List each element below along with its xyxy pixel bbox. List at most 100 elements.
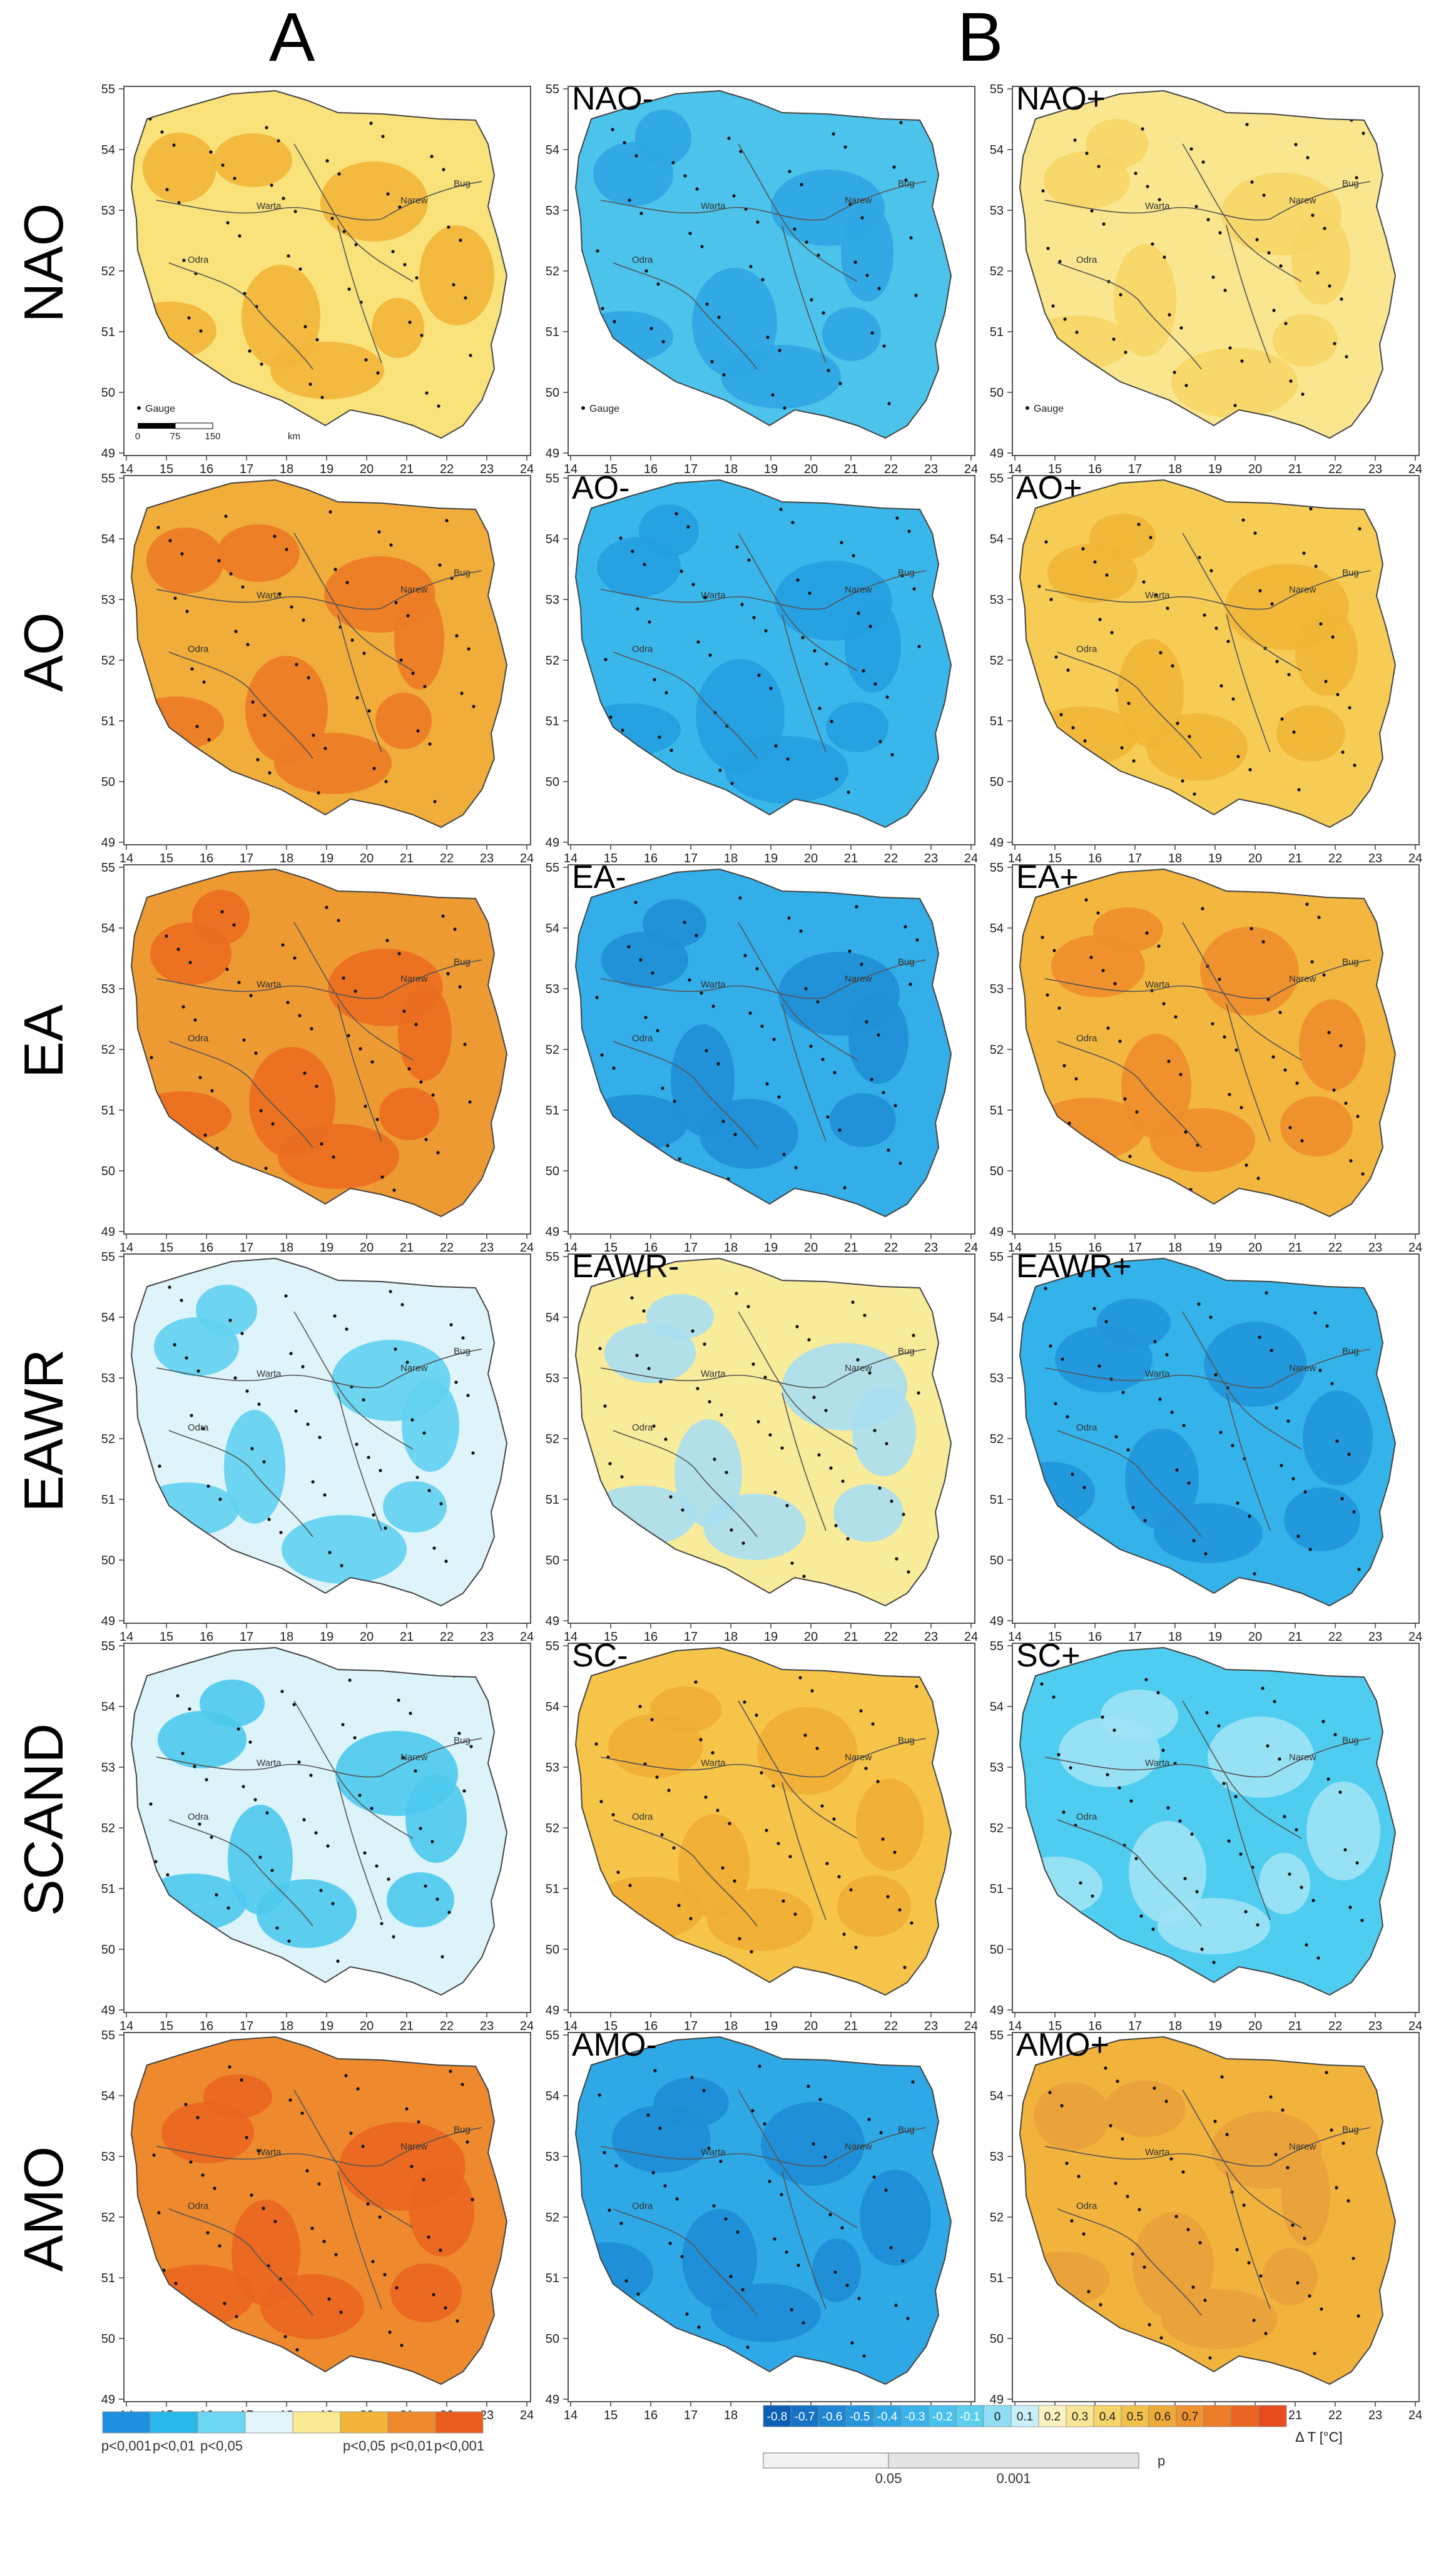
legend-b-swatch: [818, 2405, 847, 2427]
y-tick-label: 50: [990, 1165, 1004, 1178]
gauge-point: [378, 2215, 382, 2219]
gauge-point: [755, 967, 759, 971]
gauge-point: [810, 298, 813, 302]
gauge-point: [263, 713, 267, 717]
contour-region: [654, 2078, 729, 2128]
gauge-point: [1082, 1486, 1086, 1489]
gauge-point: [1252, 2318, 1256, 2322]
contour-region: [725, 736, 848, 803]
contour-region: [1154, 1503, 1263, 1563]
river-label: Warta: [257, 590, 282, 601]
gauge-point: [1143, 1519, 1147, 1522]
x-tick-label: 19: [1208, 1241, 1222, 1254]
y-tick-label: 53: [990, 593, 1004, 607]
gauge-point: [796, 578, 800, 582]
gauge-point: [833, 2270, 837, 2274]
river-line: [156, 2146, 382, 2167]
p-tick-label: 0.001: [996, 2471, 1031, 2486]
row-label-scand: SCAND: [13, 1723, 74, 1917]
gauge-point: [1141, 127, 1144, 131]
x-tick-label: 19: [764, 2019, 778, 2032]
gauge-point: [1193, 792, 1196, 796]
gauge-point: [725, 1471, 728, 1474]
y-tick-label: 55: [546, 1250, 559, 1264]
country-border: [130, 89, 508, 439]
gauge-point: [250, 1447, 254, 1451]
gauge-point: [696, 640, 700, 644]
gauge-point: [1126, 2195, 1129, 2198]
gauge-point: [685, 2312, 689, 2316]
y-tick-label: 50: [101, 2332, 115, 2346]
gauge-point: [689, 1917, 693, 1920]
y-tick-label: 51: [546, 715, 559, 728]
y-tick-label: 49: [546, 2393, 559, 2407]
gauge-point: [837, 1875, 841, 1879]
y-tick-label: 54: [990, 1311, 1004, 1325]
gauge-point: [892, 165, 896, 169]
river-line: [1270, 2127, 1371, 2166]
gauge-point: [1090, 209, 1094, 213]
x-tick-label: 15: [604, 852, 618, 865]
gauge-point: [1327, 1031, 1331, 1034]
contour-region: [837, 1875, 911, 1937]
river-label: Bug: [1342, 568, 1359, 578]
y-tick-label: 54: [101, 1700, 115, 1714]
map-panel-nao-neg: Warta Narew Bug Odra 14 15 16 17 18 19 20 21 22 23 24 5…: [532, 75, 982, 476]
gauge-point: [1259, 2274, 1263, 2278]
gauge-point: [850, 2341, 854, 2345]
river-label: Odra: [188, 2201, 209, 2211]
gauge-point: [1244, 1910, 1248, 1914]
river-line: [156, 1367, 382, 1389]
gauge-point: [712, 2204, 716, 2208]
gauge-point: [363, 1851, 367, 1855]
y-tick-label: 53: [101, 1761, 115, 1775]
gauge-point: [1117, 1786, 1121, 1790]
map-panel-amo-neg: WartaNarewBugOdra14151617181920212223245…: [532, 2021, 982, 2422]
river-line: [613, 1819, 758, 1927]
gauge-point: [394, 601, 398, 604]
y-tick-label: 53: [546, 593, 559, 607]
gauge-point: [634, 900, 638, 904]
y-tick-label: 49: [990, 2004, 1004, 2017]
gauge-point: [188, 1707, 191, 1711]
legend-b-swatch: [845, 2405, 874, 2427]
gauge-point: [237, 1727, 240, 1731]
x-tick-label: 20: [1248, 1630, 1262, 1643]
legend-b-swatch: [1066, 2405, 1094, 2427]
gauge-point: [455, 634, 459, 638]
gauge-point: [616, 1870, 620, 1874]
gauge-point: [228, 2065, 232, 2069]
gauge-point: [405, 2107, 409, 2111]
x-tick-label: 24: [520, 1241, 534, 1254]
p-label: p: [1158, 2453, 1165, 2469]
gauge-point: [1303, 2236, 1306, 2240]
gauge-point: [1131, 2252, 1134, 2256]
gauge-point: [1267, 251, 1271, 255]
river-label: Narew: [845, 2141, 872, 2152]
contour-region: [217, 524, 300, 582]
gauge-point: [190, 1414, 193, 1417]
gauge-point: [832, 132, 835, 136]
x-tick-label: 18: [1168, 462, 1182, 476]
legend-b-label: 0.4: [1099, 2410, 1116, 2424]
x-tick-label: 24: [520, 462, 534, 476]
river-label: Odra: [1076, 1033, 1097, 1044]
gauge-point: [402, 1756, 405, 1760]
gauge-point: [785, 2250, 788, 2254]
y-tick-label: 55: [546, 861, 559, 875]
y-tick-label: 55: [546, 2029, 559, 2043]
gauge-point: [1101, 1715, 1104, 1719]
gauge-point: [695, 187, 699, 191]
y-tick-label: 53: [546, 2150, 559, 2164]
gauge-point: [1305, 902, 1309, 906]
gauge-point: [318, 1436, 322, 1439]
gauge-point: [293, 956, 297, 960]
x-tick-label: 15: [1048, 1241, 1062, 1254]
gauge-point: [168, 539, 172, 543]
gauge-point: [160, 130, 164, 134]
gauge-point: [1089, 956, 1093, 959]
gauge-point: [254, 1051, 258, 1055]
gauge-point: [1335, 2186, 1338, 2190]
gauge-point: [1331, 635, 1335, 639]
river-label: Bug: [898, 957, 915, 967]
